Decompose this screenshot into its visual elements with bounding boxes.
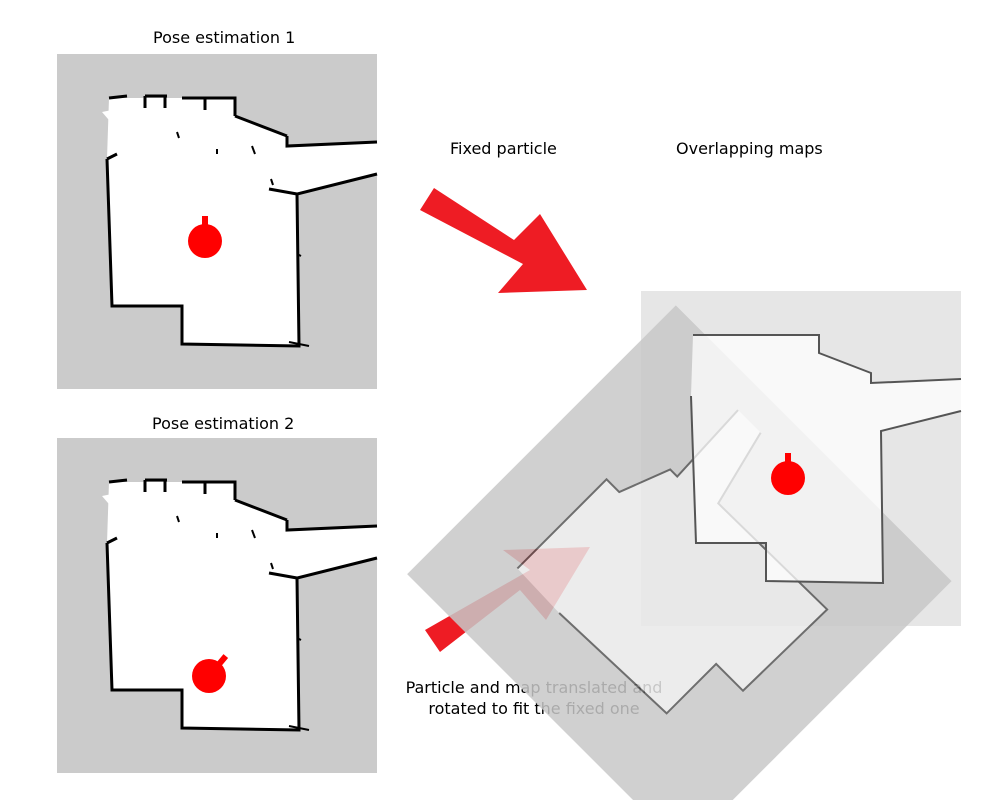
particle-heading-marker — [785, 453, 791, 477]
overlapping-maps-diagram — [407, 291, 962, 800]
pose-estimation-1-title: Pose estimation 1 — [153, 28, 296, 47]
red-arrow-icon — [420, 188, 587, 293]
fixed-particle-label: Fixed particle — [450, 139, 557, 158]
overlapping-maps-label: Overlapping maps — [676, 139, 823, 158]
pose-estimation-2-title: Pose estimation 2 — [152, 414, 295, 433]
map-pose-estimation-2 — [55, 436, 379, 775]
particle-heading-marker — [211, 654, 229, 672]
map-pose-estimation-1 — [55, 52, 379, 391]
robot-particle-icon — [771, 461, 805, 495]
particle-heading-marker — [202, 216, 208, 240]
robot-particle-icon — [188, 224, 222, 258]
